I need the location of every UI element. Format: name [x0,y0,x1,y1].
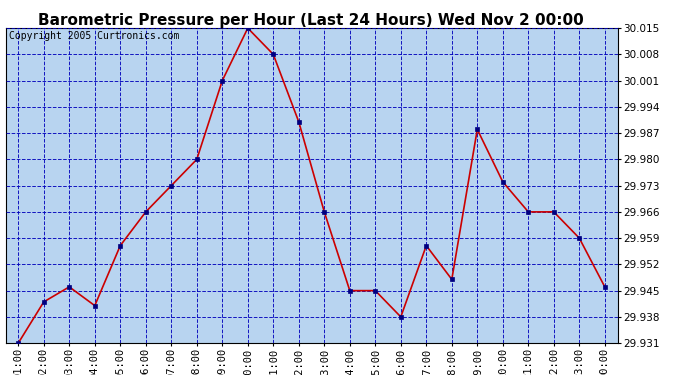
Text: Copyright 2005 Curtronics.com: Copyright 2005 Curtronics.com [8,31,179,41]
Text: Barometric Pressure per Hour (Last 24 Hours) Wed Nov 2 00:00: Barometric Pressure per Hour (Last 24 Ho… [38,13,583,28]
